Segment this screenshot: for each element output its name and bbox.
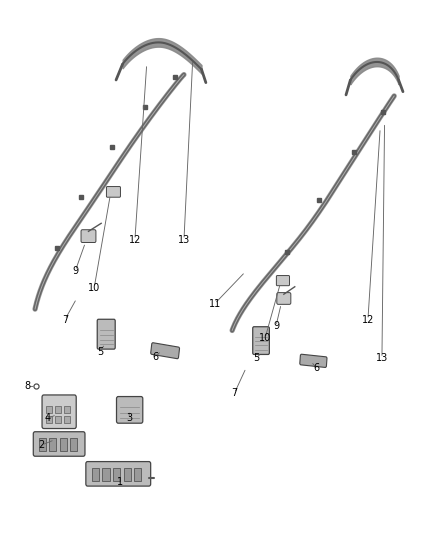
FancyBboxPatch shape xyxy=(81,230,96,243)
Bar xyxy=(64,416,70,423)
Bar xyxy=(60,438,67,451)
FancyBboxPatch shape xyxy=(106,187,120,197)
Text: 4: 4 xyxy=(44,414,50,423)
Text: 11: 11 xyxy=(208,299,221,309)
Bar xyxy=(64,406,70,413)
Text: 10: 10 xyxy=(259,334,271,343)
Text: 9: 9 xyxy=(72,266,78,276)
Text: 6: 6 xyxy=(152,352,159,362)
FancyBboxPatch shape xyxy=(151,343,180,359)
FancyBboxPatch shape xyxy=(86,462,151,486)
Bar xyxy=(39,438,46,451)
FancyBboxPatch shape xyxy=(117,397,143,423)
Bar xyxy=(55,416,61,423)
FancyBboxPatch shape xyxy=(276,276,290,286)
Bar xyxy=(92,468,99,481)
Bar xyxy=(124,468,131,481)
FancyBboxPatch shape xyxy=(42,395,76,429)
FancyBboxPatch shape xyxy=(97,319,115,349)
Text: 5: 5 xyxy=(97,347,103,357)
Bar xyxy=(134,468,141,481)
Text: 2: 2 xyxy=(39,440,45,450)
FancyBboxPatch shape xyxy=(277,293,291,304)
Bar xyxy=(55,406,61,413)
Text: 12: 12 xyxy=(362,315,374,325)
Text: 7: 7 xyxy=(231,389,237,398)
Bar xyxy=(46,416,52,423)
FancyBboxPatch shape xyxy=(33,432,85,456)
Text: 10: 10 xyxy=(88,283,100,293)
Text: 13: 13 xyxy=(178,235,190,245)
Bar xyxy=(70,438,77,451)
Text: 9: 9 xyxy=(273,321,279,331)
Text: 7: 7 xyxy=(62,315,68,325)
Text: 13: 13 xyxy=(376,353,388,363)
FancyBboxPatch shape xyxy=(300,354,327,367)
Text: 3: 3 xyxy=(126,414,132,423)
Text: 12: 12 xyxy=(129,235,141,245)
Bar xyxy=(46,406,52,413)
Text: 8: 8 xyxy=(24,382,30,391)
Text: 5: 5 xyxy=(253,353,259,363)
Text: 6: 6 xyxy=(313,363,319,373)
FancyBboxPatch shape xyxy=(253,327,269,354)
Bar xyxy=(49,438,56,451)
Bar xyxy=(113,468,120,481)
Text: 1: 1 xyxy=(117,478,124,487)
Bar xyxy=(102,468,110,481)
